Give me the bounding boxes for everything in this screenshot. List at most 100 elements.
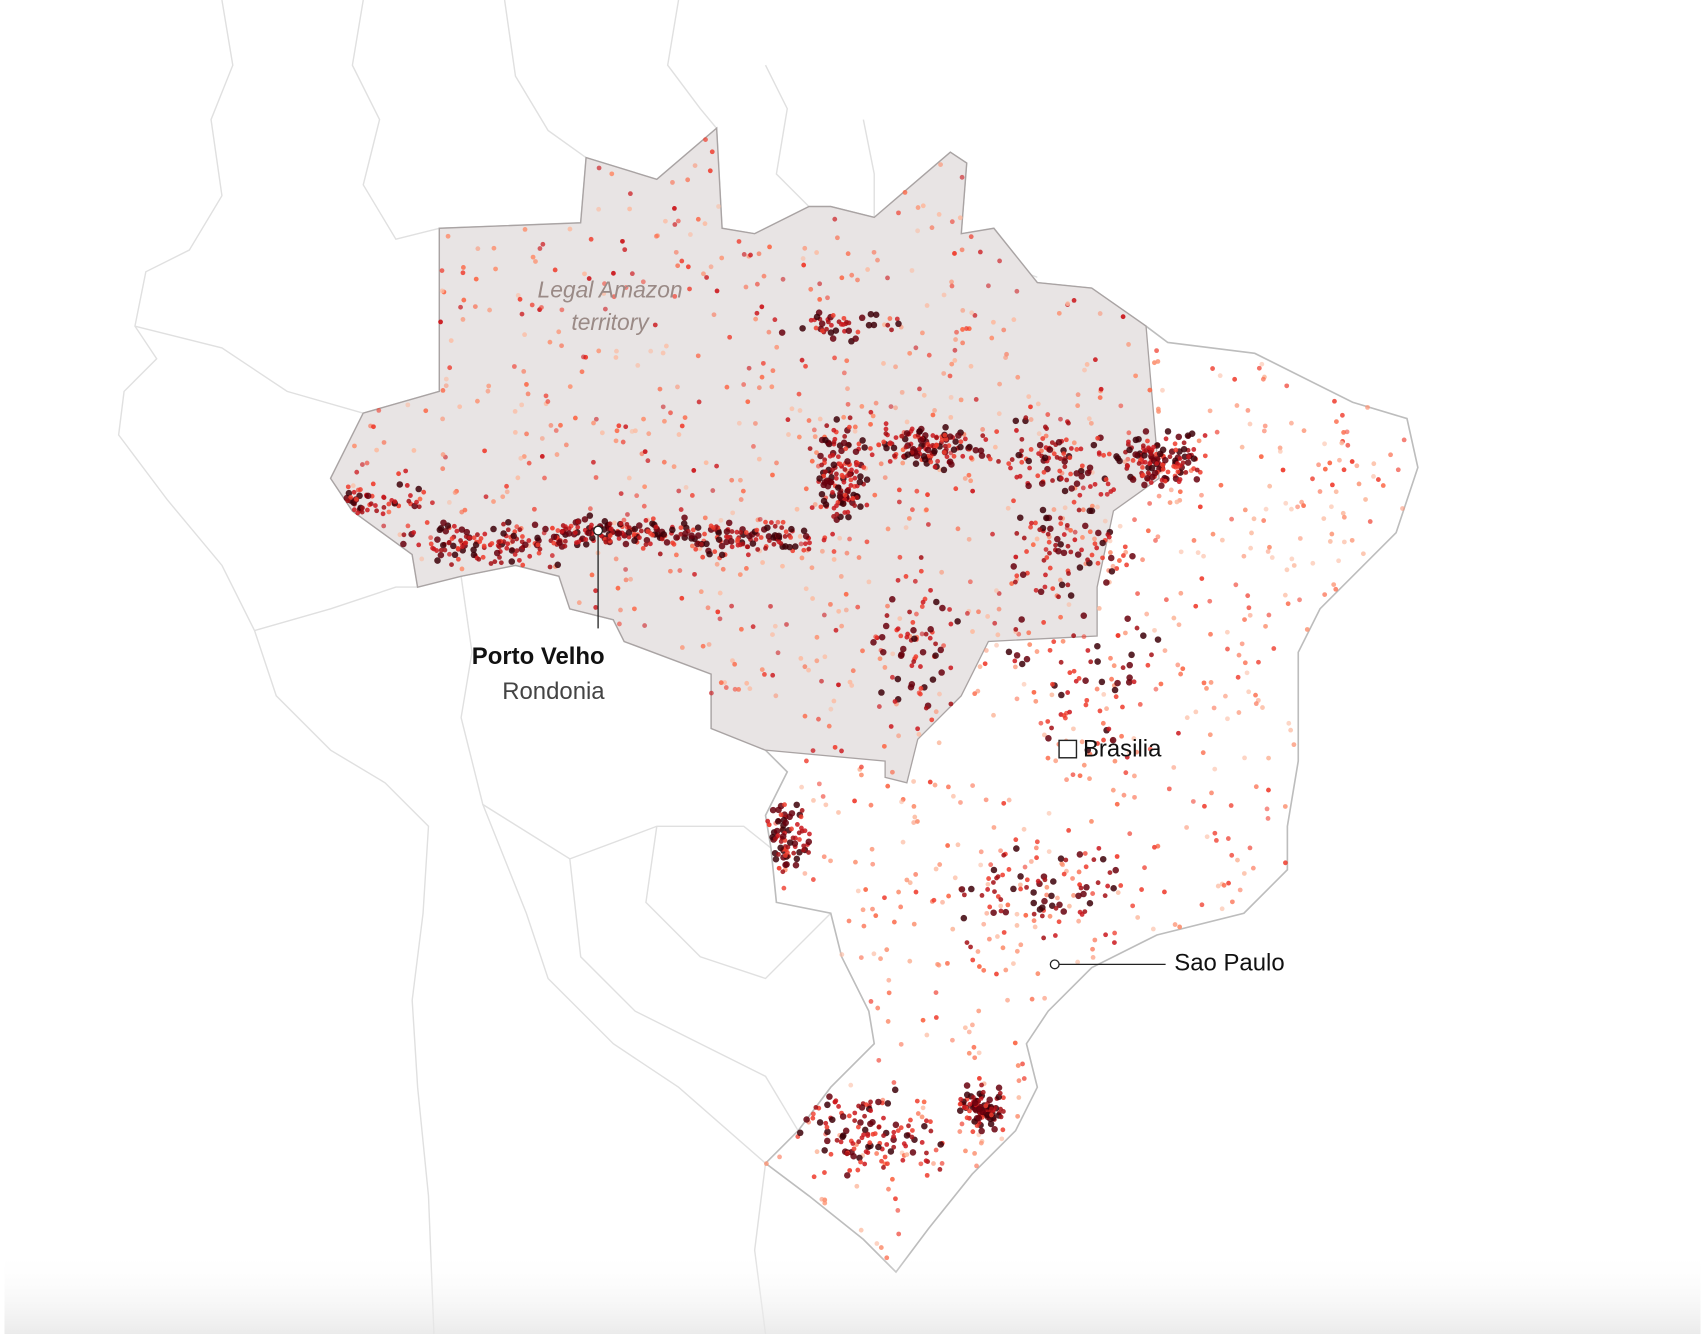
fire-dot: [530, 254, 536, 260]
fire-dot: [700, 554, 706, 560]
fire-dot: [1058, 581, 1066, 589]
fire-dot: [1041, 732, 1047, 738]
fire-dot: [838, 1139, 844, 1145]
fire-dot: [348, 495, 354, 500]
fire-dot: [1019, 448, 1024, 454]
fire-dot: [1142, 459, 1148, 465]
fire-dot: [1114, 854, 1120, 859]
fire-dot: [374, 508, 380, 514]
fire-dot: [1134, 749, 1140, 755]
fire-dot: [1101, 692, 1107, 697]
fire-dot: [737, 572, 743, 577]
fire-dot: [911, 820, 917, 825]
fire-dot: [850, 1152, 857, 1160]
fire-dot: [933, 641, 938, 647]
fire-dot: [1090, 891, 1096, 896]
fire-dot: [885, 1019, 891, 1024]
fire-dot: [854, 469, 859, 474]
fire-dot: [801, 547, 807, 553]
fire-dot: [1076, 851, 1084, 858]
fire-dot: [810, 1111, 816, 1117]
fire-dot: [765, 818, 771, 824]
fire-dot: [526, 538, 532, 543]
fire-dot: [671, 464, 677, 470]
fire-dot: [998, 1114, 1004, 1120]
fire-dot: [1107, 554, 1115, 562]
fire-dot: [852, 503, 858, 508]
fire-dot: [1005, 505, 1011, 511]
fire-dot: [861, 923, 867, 929]
fire-dot: [909, 1149, 917, 1156]
fire-dot: [830, 467, 835, 473]
fire-dot: [1014, 428, 1019, 433]
fire-dot: [1295, 504, 1300, 510]
fire-dot: [856, 478, 864, 486]
fire-dot: [964, 940, 970, 945]
fire-dot: [641, 503, 647, 509]
fire-dot: [911, 779, 916, 784]
fire-dot: [960, 308, 966, 313]
fire-dot: [1317, 489, 1323, 494]
fire-dot: [735, 542, 741, 548]
fire-dot: [1043, 514, 1050, 522]
fire-dot: [1023, 415, 1029, 421]
fire-dot: [1088, 659, 1094, 665]
fire-dot: [483, 494, 489, 500]
fire-dot: [957, 1129, 963, 1134]
fire-dot: [985, 614, 991, 619]
fire-dot: [1162, 648, 1168, 653]
fire-dot: [1080, 890, 1087, 898]
fire-dot: [673, 534, 680, 541]
fire-dot: [832, 216, 838, 222]
fire-dot: [1105, 481, 1111, 487]
fire-dot: [997, 381, 1002, 387]
fire-dot: [903, 525, 909, 531]
fire-dot: [1047, 913, 1053, 919]
fire-dot: [933, 1147, 939, 1153]
fire-dot: [455, 556, 461, 562]
fire-dot: [485, 388, 491, 394]
fire-dot: [1204, 686, 1209, 691]
fire-dot: [917, 691, 923, 697]
fire-dot: [740, 541, 746, 547]
fire-dot: [1049, 692, 1055, 698]
fire-dot: [491, 245, 497, 251]
fire-dot: [756, 385, 762, 391]
fire-dot: [1242, 617, 1247, 622]
fire-dot: [783, 529, 789, 535]
fire-dot: [959, 174, 965, 180]
fire-dot: [1075, 403, 1081, 409]
fire-dot: [1046, 446, 1054, 453]
fire-dot: [642, 449, 648, 455]
fire-dot: [949, 279, 954, 285]
fire-dot: [924, 303, 930, 308]
fire-dot: [910, 507, 915, 513]
bottom-fade: [4, 1250, 1701, 1334]
fire-dot: [862, 1113, 867, 1119]
fire-dot: [924, 446, 932, 454]
fire-dot: [904, 419, 910, 425]
fire-dot: [782, 534, 788, 539]
fire-dot: [908, 1117, 913, 1123]
fire-dot: [1062, 505, 1068, 511]
fire-dot: [1026, 394, 1032, 400]
fire-dot: [832, 355, 837, 361]
fire-dot: [729, 477, 735, 483]
fire-dot: [1020, 1061, 1025, 1067]
fire-dot: [771, 541, 777, 547]
fire-dot: [1087, 529, 1093, 535]
fire-dot: [581, 516, 589, 523]
fire-dot: [745, 552, 751, 558]
fire-dot: [457, 404, 463, 410]
fire-dot: [1400, 506, 1405, 511]
fire-dot: [769, 806, 777, 814]
fire-dot: [968, 944, 973, 950]
fire-dot: [643, 518, 649, 523]
fire-dot: [1334, 419, 1339, 425]
fire-dot: [872, 311, 880, 319]
fire-dot: [970, 957, 976, 963]
fire-dot: [1247, 612, 1253, 618]
fire-dot: [359, 509, 365, 515]
fire-dot: [780, 519, 786, 525]
fire-dot: [1059, 861, 1065, 867]
